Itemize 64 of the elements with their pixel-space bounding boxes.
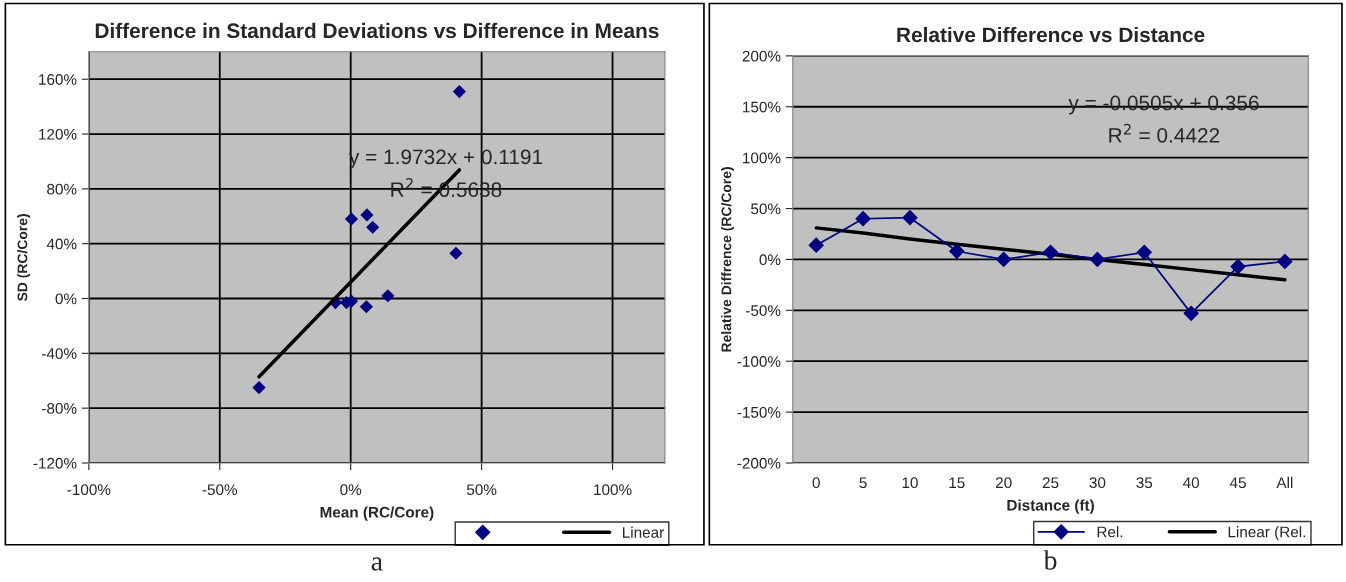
text: a bbox=[371, 557, 383, 571]
y-tick-label: 50% bbox=[751, 203, 781, 215]
point bbox=[381, 289, 395, 303]
y-tick-label: -150% bbox=[737, 406, 781, 418]
text: b bbox=[1043, 550, 1057, 570]
point bbox=[252, 381, 266, 395]
x-tick-label: 45 bbox=[1229, 477, 1246, 489]
point bbox=[996, 251, 1012, 267]
x-tick-label: 25 bbox=[1042, 477, 1059, 489]
point bbox=[1089, 251, 1105, 267]
chart-title: Relative Difference vs Distance bbox=[897, 26, 1205, 43]
x-tick-label: 30 bbox=[1089, 477, 1106, 489]
y-tick-label: -120% bbox=[33, 457, 77, 469]
x-tick-label: All bbox=[1276, 476, 1293, 488]
x-tick-label: 10 bbox=[902, 477, 918, 489]
y-tick-label: 150% bbox=[743, 101, 781, 113]
y-tick-label: -100% bbox=[737, 356, 781, 367]
y-tick-label: 0% bbox=[55, 293, 77, 305]
y-tick-label: -200% bbox=[737, 457, 781, 469]
point bbox=[855, 211, 871, 227]
point bbox=[452, 84, 466, 99]
point bbox=[344, 212, 359, 226]
y-axis-title: Relative Diffrence (RC/Core) bbox=[721, 167, 735, 352]
x-axis-title: Distance (ft) bbox=[1007, 499, 1094, 514]
point bbox=[949, 243, 965, 259]
y-tick-label: 160% bbox=[39, 74, 77, 85]
y-tick-label: 200% bbox=[742, 50, 781, 62]
x-tick-label: 0 bbox=[812, 477, 820, 489]
x-tick-label: 20 bbox=[995, 477, 1012, 489]
point bbox=[808, 237, 824, 253]
point bbox=[1136, 244, 1152, 260]
y-tick-label: -50% bbox=[746, 305, 781, 316]
y-axis-title: SD (RC/Core) bbox=[17, 214, 31, 301]
x-tick-label: 50% bbox=[466, 484, 497, 496]
y-tick-label: 40% bbox=[46, 238, 77, 250]
x-tick-label: 5 bbox=[859, 477, 867, 489]
legend-label: Linear bbox=[623, 526, 664, 538]
x-tick-label: -50% bbox=[202, 484, 238, 496]
x-tick-label: -100% bbox=[67, 484, 111, 496]
point bbox=[902, 210, 918, 226]
point bbox=[1230, 258, 1246, 275]
y-tick-label: -80% bbox=[42, 403, 77, 414]
point bbox=[1183, 305, 1199, 321]
x-tick-label: 0% bbox=[340, 484, 362, 496]
point bbox=[359, 300, 373, 314]
point bbox=[366, 220, 380, 234]
x-tick-label: 35 bbox=[1136, 477, 1153, 489]
point bbox=[1042, 244, 1059, 260]
legend-label: Rel. bbox=[1097, 526, 1123, 538]
legend-label: Linear (Rel. bbox=[1228, 526, 1306, 541]
y-tick-label: 120% bbox=[39, 128, 77, 140]
y-tick-label: 0% bbox=[759, 254, 781, 266]
y-tick-label: 80% bbox=[47, 183, 77, 195]
x-tick-label: 40 bbox=[1183, 477, 1200, 489]
x-tick-label: 15 bbox=[949, 477, 965, 489]
x-tick-label: 100% bbox=[594, 484, 632, 496]
x-axis-title: Mean (RC/Core) bbox=[320, 506, 434, 521]
point bbox=[360, 208, 374, 222]
point bbox=[449, 246, 463, 260]
y-tick-label: 100% bbox=[743, 152, 781, 164]
chart-title: Difference in Standard Deviations vs Difference in Means bbox=[95, 22, 659, 39]
y-tick-label: -40% bbox=[42, 348, 77, 360]
point bbox=[1277, 253, 1293, 270]
annotation: R$^{2}$ = 0.4422 bbox=[1109, 123, 1220, 143]
